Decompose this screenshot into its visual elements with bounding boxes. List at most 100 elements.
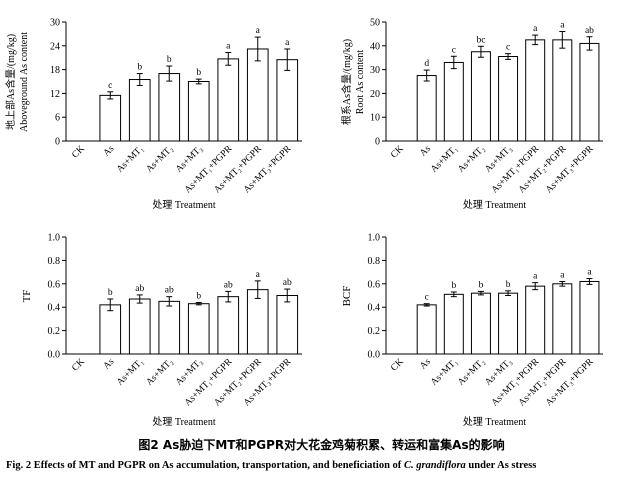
y-tick-label: 0 (55, 137, 60, 148)
significance-letter: b (167, 55, 172, 65)
category-label: As+MT₁ (429, 357, 460, 388)
category-label: CK (70, 357, 87, 374)
x-axis-title: 处理 Treatment (463, 416, 526, 428)
y-tick-label: 10 (370, 113, 380, 124)
y-tick-label: 0.0 (368, 350, 381, 361)
significance-letter: b (196, 292, 201, 302)
significance-letter: ab (585, 26, 594, 36)
bar (246, 48, 269, 142)
category-label: As (102, 144, 117, 159)
category-label: As (418, 144, 433, 159)
y-axis-title-en: Root As content (355, 50, 366, 115)
bar (552, 39, 573, 142)
significance-letter: a (560, 21, 565, 31)
category-label: As+MT₂+PGPR (517, 144, 569, 196)
significance-letter: a (226, 42, 231, 52)
caption-en-prefix: Fig. 2 Effects of MT and PGPR on As accu… (6, 460, 404, 471)
category-label: As+MT₁ (115, 144, 146, 175)
chart-panel-2: 01020304050CKdAscAs+MT₁bcAs+MT₂cAs+MT₃aA… (340, 18, 603, 211)
significance-letter: b (479, 280, 484, 290)
y-tick-label: 0.2 (368, 326, 381, 337)
significance-letter: a (256, 270, 261, 280)
bar (443, 293, 464, 355)
category-label: CK (389, 357, 406, 374)
bar (470, 292, 491, 355)
significance-letter: a (533, 272, 538, 282)
bar (552, 283, 573, 355)
y-tick-label: 30 (50, 18, 60, 29)
category-label: As+MT₂ (145, 144, 176, 175)
bar (217, 296, 240, 355)
chart-panel-1: 0612182430CKcAsbAs+MT₁bAs+MT₂bAs+MT₃aAs+… (4, 18, 302, 211)
chart-panel-4: 0.0 0.2 0.4 0.6 0.8 1.0 CK c As b As+MT₁ b As+MT₂ b As… (341, 233, 603, 428)
category-label: As+MT₁+PGPR (490, 357, 542, 409)
y-tick-label: 0.0 (48, 350, 61, 361)
bar (276, 295, 299, 355)
significance-letter: b (506, 280, 511, 290)
bar (579, 280, 600, 355)
y-tick-label: 30 (370, 65, 380, 76)
significance-letter: b (196, 68, 201, 78)
category-label: As+MT₂ (456, 357, 487, 388)
x-axis-title: 处理 Treatment (152, 199, 215, 211)
category-label: As (418, 357, 433, 372)
bar (246, 289, 269, 355)
significance-letter: c (506, 43, 510, 53)
significance-letter: a (587, 268, 592, 278)
caption-en-species: C. grandiflora (403, 460, 466, 471)
y-tick-label: 0.8 (48, 256, 61, 267)
category-label: As+MT₃+PGPR (544, 357, 596, 409)
bar (498, 292, 519, 355)
significance-letter: c (452, 45, 456, 55)
significance-letter: b (108, 288, 113, 298)
figure-caption-cn: 图2 As胁迫下MT和PGPR对大花金鸡菊积累、转运和富集As的影响 (138, 438, 505, 452)
category-label: CK (389, 144, 406, 161)
significance-letter: b (451, 281, 456, 291)
category-label: As+MT₃+PGPR (544, 144, 596, 196)
significance-letter: a (533, 24, 538, 34)
significance-letter: a (256, 26, 261, 36)
x-axis-title: 处理 Treatment (463, 199, 526, 211)
y-axis-title-en: Aboveground As content (19, 32, 30, 132)
x-axis-title: 处理 Treatment (152, 416, 215, 428)
bar (498, 56, 519, 142)
bar (187, 81, 210, 142)
y-axis-title-cn: 地上部As含量/(mg/kg) (4, 34, 17, 130)
significance-letter: c (425, 293, 429, 303)
y-tick-label: 0.4 (368, 303, 381, 314)
bar (443, 61, 464, 142)
bar (525, 285, 546, 355)
bar (158, 300, 181, 355)
y-tick-label: 50 (370, 18, 380, 29)
category-label: As+MT₂ (456, 144, 487, 175)
significance-letter: ab (224, 280, 233, 290)
significance-letter: ab (283, 278, 292, 288)
bar (416, 75, 437, 142)
y-tick-label: 0.6 (48, 279, 61, 290)
y-tick-label: 1.0 (368, 233, 381, 244)
y-tick-label: 12 (50, 89, 60, 100)
bar (187, 303, 210, 355)
category-label: As+MT₂+PGPR (517, 357, 569, 409)
bar (276, 59, 299, 142)
caption-en-suffix: under As stress (465, 460, 537, 471)
y-tick-label: 0 (375, 137, 380, 148)
significance-letter: c (108, 81, 112, 91)
bar (217, 58, 240, 142)
category-label: As+MT₁+PGPR (490, 144, 542, 196)
y-tick-label: 18 (50, 65, 60, 76)
y-tick-label: 0.2 (48, 326, 61, 337)
bar (99, 94, 122, 142)
category-label: As (102, 357, 117, 372)
significance-letter: ab (135, 284, 144, 294)
significance-letter: a (285, 38, 290, 48)
chart-panel-3: 0.0 0.2 0.4 0.6 0.8 1.0 CK b As ab As+MT₁ ab As+MT₂ b… (21, 233, 302, 428)
significance-letter: bc (476, 35, 485, 45)
category-label: As+MT₂ (145, 357, 176, 388)
bar (579, 42, 600, 142)
significance-letter: a (560, 270, 565, 280)
y-tick-label: 0.4 (48, 303, 61, 314)
y-tick-label: 0.6 (368, 279, 381, 290)
significance-letter: ab (165, 286, 174, 296)
